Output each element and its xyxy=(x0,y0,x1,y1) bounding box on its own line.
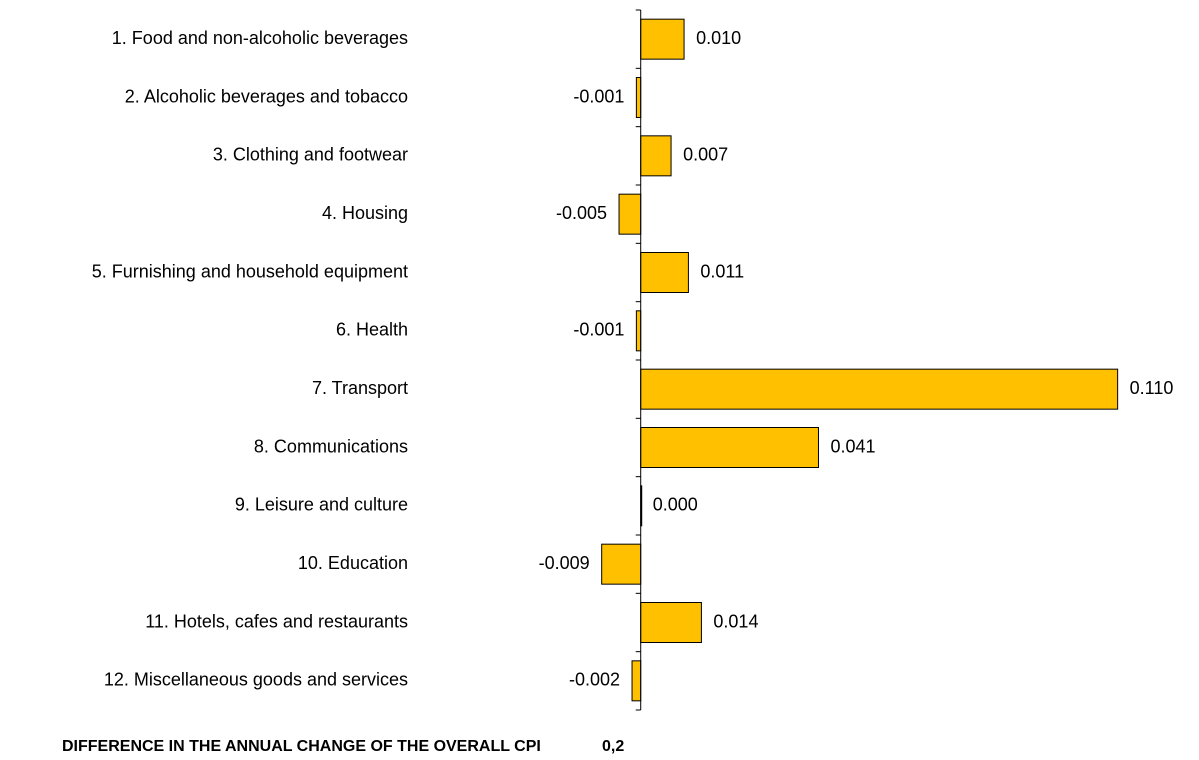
bar xyxy=(631,660,642,702)
value-label: -0.002 xyxy=(569,670,620,690)
category-label: 7. Transport xyxy=(312,378,408,398)
value-label: 0.011 xyxy=(700,261,744,281)
category-label: 3. Clothing and footwear xyxy=(213,145,408,165)
bar xyxy=(635,77,642,118)
bar xyxy=(640,135,672,177)
footer-value: 0,2 xyxy=(602,738,624,755)
value-label: -0.001 xyxy=(573,86,624,106)
value-label: 0.000 xyxy=(653,495,698,515)
value-label: 0.041 xyxy=(830,436,875,456)
bar xyxy=(601,543,642,585)
category-label: 12. Miscellaneous goods and services xyxy=(104,670,408,690)
value-label: 0.110 xyxy=(1130,378,1174,398)
bar xyxy=(618,193,642,235)
bar xyxy=(640,602,702,643)
category-label: 4. Housing xyxy=(322,203,408,223)
bar xyxy=(640,18,685,60)
category-label: 5. Furnishing and household equipment xyxy=(92,261,408,281)
category-label: 6. Health xyxy=(336,320,408,340)
value-label: -0.005 xyxy=(556,203,607,223)
value-label: 0.014 xyxy=(713,611,758,631)
category-label: 11. Hotels, cafes and restaurants xyxy=(145,611,408,631)
category-label: 10. Education xyxy=(298,553,408,573)
bar xyxy=(640,252,689,293)
bar xyxy=(640,368,1119,410)
value-label: 0.010 xyxy=(696,28,741,48)
footer-text: DIFFERENCE IN THE ANNUAL CHANGE OF THE O… xyxy=(62,738,541,755)
value-label: 0.007 xyxy=(683,145,728,165)
category-label: 1. Food and non-alcoholic beverages xyxy=(112,28,408,48)
bar xyxy=(640,427,819,468)
category-label: 8. Communications xyxy=(254,436,408,456)
category-label: 2. Alcoholic beverages and tobacco xyxy=(125,86,408,106)
value-label: -0.001 xyxy=(573,320,624,340)
category-label: 9. Leisure and culture xyxy=(235,495,408,515)
bar xyxy=(635,310,642,352)
value-label: -0.009 xyxy=(539,553,590,573)
